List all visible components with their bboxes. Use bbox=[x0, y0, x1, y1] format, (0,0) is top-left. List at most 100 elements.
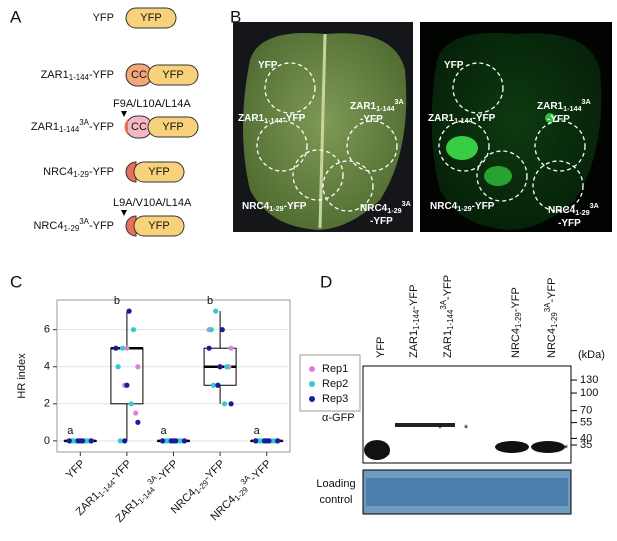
y-tick-label: 6 bbox=[44, 324, 50, 336]
text-part: 1-144 bbox=[446, 309, 455, 330]
text-part: 1-29 bbox=[457, 204, 471, 213]
panel-label: A bbox=[10, 7, 22, 26]
y-tick-label: 2 bbox=[44, 398, 50, 410]
marker-label: 40 bbox=[580, 432, 592, 444]
significance-letter: b bbox=[114, 295, 120, 307]
infiltration-circle bbox=[532, 160, 584, 212]
data-point bbox=[206, 345, 212, 351]
text-part: 1-29 bbox=[387, 206, 401, 215]
infiltration-circle bbox=[256, 120, 308, 172]
text-part: ZAR1 bbox=[442, 330, 454, 358]
text-part: 3A bbox=[79, 118, 89, 127]
data-point bbox=[135, 419, 141, 425]
data-point bbox=[115, 364, 121, 370]
leaf-vein bbox=[318, 33, 327, 229]
text-part: NRC4 bbox=[430, 201, 458, 212]
significance-letter: a bbox=[67, 425, 74, 437]
significance-letter: b bbox=[207, 295, 213, 307]
text-part: -YFP bbox=[284, 201, 307, 212]
text-part: -YFP bbox=[473, 113, 496, 124]
text-part: NRC4 bbox=[546, 328, 558, 358]
mutation-label: F9A/L10A/L14A bbox=[113, 98, 191, 110]
domain-yfp bbox=[133, 161, 185, 183]
domain-label: CC bbox=[131, 69, 147, 81]
domain-label: YFP bbox=[148, 220, 169, 232]
photo-label: NRC41-29-YFP bbox=[430, 201, 495, 213]
asterisk: * bbox=[464, 423, 469, 435]
text-part: 1-144 bbox=[264, 116, 282, 125]
panel-label: C bbox=[10, 272, 22, 291]
band bbox=[395, 423, 455, 427]
domain-yfp bbox=[147, 64, 199, 86]
data-point bbox=[224, 364, 230, 370]
data-point bbox=[119, 345, 126, 351]
unit-label: (kDa) bbox=[578, 349, 605, 361]
text-part: 1-29 bbox=[550, 312, 559, 328]
text-part: -YFP bbox=[547, 114, 570, 125]
data-point bbox=[126, 308, 132, 314]
domain-yfp bbox=[125, 7, 177, 29]
lane-label: ZAR11-1443A-YFP bbox=[439, 275, 455, 358]
construct-name: YFP bbox=[93, 12, 114, 24]
domain-yfp bbox=[147, 116, 199, 138]
marker-label: 100 bbox=[580, 387, 598, 399]
legend-swatch bbox=[309, 366, 315, 372]
text-part: -YFP bbox=[408, 285, 420, 310]
x-tick-label: YFP bbox=[64, 458, 88, 482]
photo-label: NRC41-293A bbox=[548, 201, 599, 217]
data-point bbox=[117, 438, 123, 444]
text-part: -YFP bbox=[89, 166, 114, 178]
text-part: ZAR1 bbox=[537, 101, 564, 112]
band bbox=[531, 441, 565, 453]
text-part: -YFP bbox=[89, 69, 114, 81]
domain-label: CC bbox=[131, 121, 147, 133]
text-part: -YFP bbox=[154, 458, 180, 484]
data-point bbox=[128, 401, 134, 407]
marker-label: 130 bbox=[580, 374, 598, 386]
legend-label: Rep1 bbox=[322, 363, 348, 375]
text-part: 1-29 bbox=[269, 204, 283, 213]
construct-name: ZAR11-144-YFP bbox=[41, 69, 114, 82]
text-part: 1-29 bbox=[514, 312, 523, 328]
text-part: 1-29 bbox=[575, 208, 589, 217]
infiltration-circle bbox=[264, 62, 316, 114]
data-point bbox=[122, 438, 128, 444]
mutation-arrow bbox=[121, 111, 127, 117]
panel-label: B bbox=[230, 7, 241, 26]
y-tick-label: 4 bbox=[44, 361, 50, 373]
text-part: NRC4 bbox=[43, 166, 73, 178]
mutation-strip bbox=[124, 119, 128, 135]
marker-label: 55 bbox=[580, 417, 592, 429]
text-part: 1-144 bbox=[376, 104, 394, 113]
data-point bbox=[217, 364, 223, 370]
domain-label: YFP bbox=[140, 12, 161, 24]
loading-label: control bbox=[319, 494, 352, 506]
photo-label: -YFP bbox=[360, 114, 383, 125]
text-part: 3A bbox=[543, 302, 552, 312]
data-point bbox=[66, 438, 72, 444]
significance-letter: a bbox=[160, 425, 167, 437]
text-part: 1-144 bbox=[563, 104, 581, 113]
text-part: 1-144 bbox=[412, 309, 421, 330]
asterisk: * bbox=[438, 423, 443, 435]
text-part: -YFP bbox=[370, 216, 393, 227]
photo-label: ZAR11-1443A bbox=[350, 97, 404, 113]
text-part: 3A bbox=[590, 201, 599, 210]
data-point bbox=[168, 438, 174, 444]
data-point bbox=[159, 438, 166, 444]
text-part: 3A bbox=[582, 97, 591, 106]
data-point bbox=[253, 438, 259, 444]
legend-label: Rep2 bbox=[322, 378, 348, 390]
photo-label: ZAR11-144-YFP bbox=[428, 113, 496, 125]
text-part: -YFP bbox=[283, 113, 306, 124]
text-part: 1-144 bbox=[136, 485, 157, 506]
data-point bbox=[181, 438, 188, 444]
panel-label: D bbox=[320, 272, 332, 291]
domain-nrc4 bbox=[125, 161, 137, 183]
legend-swatch bbox=[309, 396, 315, 402]
text-part: YFP bbox=[375, 337, 387, 358]
text-part: ZAR1 bbox=[428, 113, 455, 124]
data-point bbox=[210, 382, 217, 388]
infiltration-circle bbox=[292, 149, 344, 201]
